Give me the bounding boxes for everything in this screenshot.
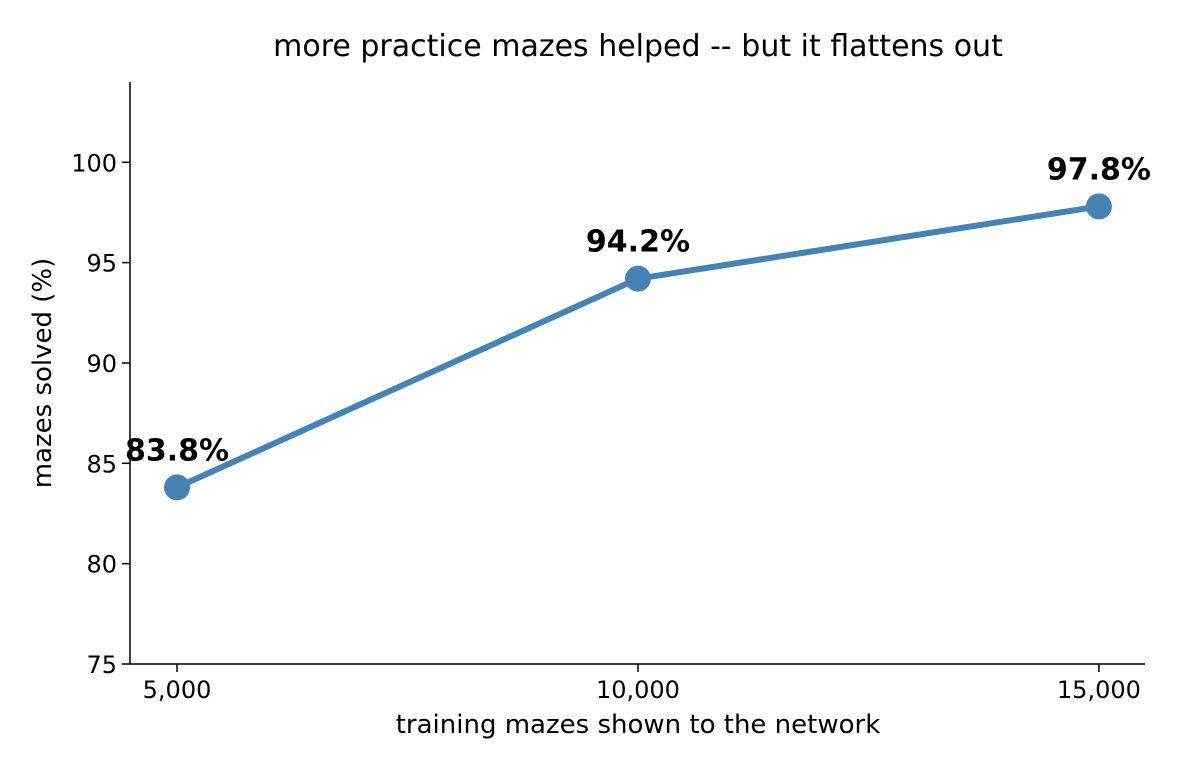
y-tick-label: 85 (86, 450, 117, 478)
data-label: 97.8% (1047, 152, 1151, 187)
x-axis-label: training mazes shown to the network (396, 710, 881, 740)
chart-title: more practice mazes helped -- but it fla… (273, 29, 1003, 64)
y-tick-label: 80 (86, 551, 117, 579)
y-tick-label: 95 (86, 250, 117, 278)
data-label: 83.8% (125, 433, 229, 468)
data-point (624, 265, 651, 292)
y-tick-label: 75 (86, 651, 117, 679)
data-label: 94.2% (586, 225, 690, 260)
x-tick-label: 10,000 (596, 676, 680, 704)
y-tick-label: 90 (86, 350, 117, 378)
data-point (164, 474, 191, 501)
y-axis-label: mazes solved (%) (28, 258, 58, 489)
x-tick-label: 5,000 (143, 676, 212, 704)
data-point (1085, 193, 1112, 220)
y-tick-label: 100 (71, 149, 117, 177)
x-tick-label: 15,000 (1057, 676, 1141, 704)
plot-area: 75 80 85 90 95 100 5,000 10,000 15,000 83.8% 94.2%… (71, 82, 1151, 704)
